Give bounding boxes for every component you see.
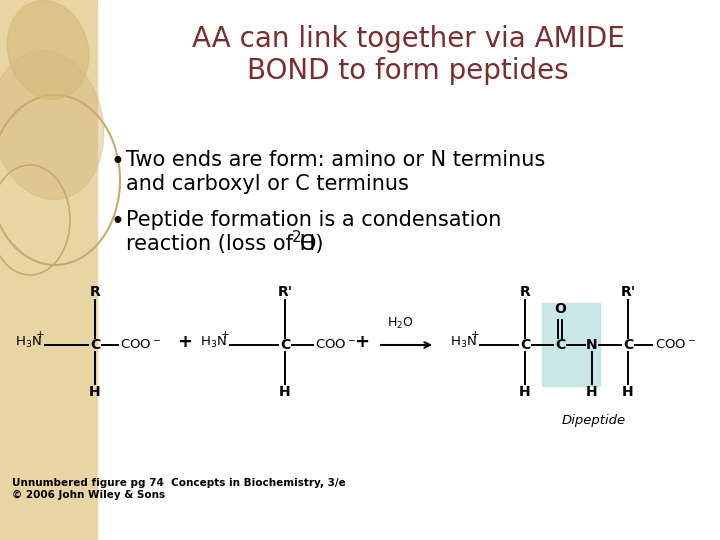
Text: C: C [90, 338, 100, 352]
Text: 2: 2 [292, 230, 302, 245]
Bar [0, 0, 97, 540]
Text: © 2006 John Wiley & Sons: © 2006 John Wiley & Sons [12, 490, 165, 500]
Ellipse shape [0, 51, 104, 199]
Text: R: R [520, 285, 531, 299]
Text: C: C [520, 338, 530, 352]
Text: •: • [110, 210, 124, 234]
Text: $\mathregular{H_3N}$: $\mathregular{H_3N}$ [200, 334, 227, 349]
Text: $\mathregular{H_3N}$: $\mathregular{H_3N}$ [15, 334, 42, 349]
Text: AA can link together via AMIDE
BOND to form peptides: AA can link together via AMIDE BOND to f… [192, 25, 624, 85]
Text: O): O) [300, 234, 325, 254]
Text: $\mathregular{COO^-}$: $\mathregular{COO^-}$ [120, 339, 161, 352]
Text: +: + [354, 333, 369, 351]
Text: Two ends are form: amino or N terminus: Two ends are form: amino or N terminus [126, 150, 545, 170]
Text: H: H [622, 385, 634, 399]
Text: O: O [554, 302, 566, 316]
Text: +: + [471, 330, 480, 340]
Text: $\mathregular{COO^-}$: $\mathregular{COO^-}$ [654, 339, 696, 352]
Text: C: C [555, 338, 565, 352]
Text: +: + [221, 330, 230, 340]
Bar [542, 303, 600, 386]
Text: $\mathregular{COO^-}$: $\mathregular{COO^-}$ [315, 339, 356, 352]
Text: $\mathregular{H_2O}$: $\mathregular{H_2O}$ [387, 315, 413, 330]
Text: H: H [519, 385, 531, 399]
Ellipse shape [7, 1, 89, 99]
Text: Peptide formation is a condensation: Peptide formation is a condensation [126, 210, 501, 230]
Text: reaction (loss of H: reaction (loss of H [126, 234, 315, 254]
Text: •: • [110, 150, 124, 174]
Text: C: C [280, 338, 290, 352]
Text: and carboxyl or C terminus: and carboxyl or C terminus [126, 174, 409, 194]
Text: R': R' [621, 285, 636, 299]
Text: +: + [36, 330, 45, 340]
Text: R: R [89, 285, 100, 299]
Text: N: N [586, 338, 598, 352]
Text: H: H [89, 385, 101, 399]
Text: H: H [586, 385, 598, 399]
Text: Dipeptide: Dipeptide [562, 414, 626, 427]
Text: +: + [178, 333, 192, 351]
Text: R': R' [277, 285, 292, 299]
Text: H: H [279, 385, 291, 399]
Text: Unnumbered figure pg 74  Concepts in Biochemistry, 3/e: Unnumbered figure pg 74 Concepts in Bioc… [12, 478, 346, 488]
Text: C: C [623, 338, 633, 352]
Text: $\mathregular{H_3N}$: $\mathregular{H_3N}$ [450, 334, 477, 349]
